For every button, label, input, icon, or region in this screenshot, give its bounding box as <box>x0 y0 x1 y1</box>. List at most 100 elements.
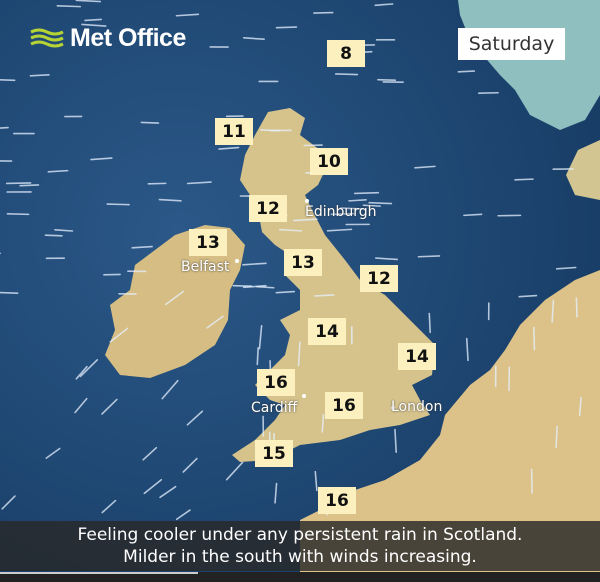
wind-arrow <box>81 23 107 27</box>
temperature-badge: 13 <box>189 229 227 256</box>
wind-arrow <box>74 397 88 414</box>
wind-arrow <box>5 182 32 185</box>
wind-arrow <box>394 428 397 453</box>
city-marker <box>305 199 309 203</box>
wind-arrow <box>165 290 185 306</box>
wind-arrow <box>182 457 198 473</box>
wind-arrow <box>274 482 278 504</box>
wind-arrow <box>101 499 117 514</box>
wind-arrow <box>47 169 69 173</box>
city-marker <box>235 259 239 263</box>
wind-arrow <box>19 184 40 187</box>
wind-arrow <box>518 294 538 298</box>
wind-arrow <box>29 74 50 77</box>
wind-arrow <box>297 341 301 367</box>
caption-line-2: Milder in the south with winds increasin… <box>123 547 477 567</box>
wind-arrow <box>275 26 298 29</box>
wind-arrow <box>375 257 399 261</box>
temperature-badge: 16 <box>257 369 295 396</box>
caption: Feeling cooler under any persistent rain… <box>0 521 600 571</box>
wind-arrow <box>555 425 558 449</box>
wind-arrows <box>0 0 582 521</box>
wind-arrow <box>555 266 577 270</box>
wind-arrow <box>45 447 61 459</box>
temperature-badge: 8 <box>327 40 365 67</box>
temperature-badge: 14 <box>308 318 346 345</box>
wind-arrow <box>84 18 103 22</box>
wind-arrow <box>326 228 353 232</box>
logo-text: Met Office <box>70 24 186 52</box>
wind-arrow <box>106 203 130 206</box>
wind-arrow <box>532 326 536 351</box>
city-label-london: London <box>391 399 443 415</box>
wind-arrow <box>54 229 74 232</box>
wind-arrow <box>56 4 82 8</box>
wind-arrow <box>0 291 19 294</box>
wind-arrow <box>101 398 118 415</box>
wind-arrow <box>75 0 102 3</box>
video-progress-bar[interactable] <box>0 572 600 582</box>
temperature-badge: 12 <box>360 265 398 292</box>
wind-arrow <box>186 410 204 426</box>
wind-arrow <box>339 207 363 210</box>
wind-arrow <box>330 212 355 216</box>
wind-arrow <box>206 315 224 329</box>
wind-arrow <box>278 228 303 232</box>
video-progress-fill <box>0 572 198 574</box>
wind-arrow <box>275 290 296 294</box>
wind-arrow <box>551 299 555 323</box>
met-office-wave-icon <box>30 28 64 47</box>
wind-arrow <box>457 70 476 73</box>
wind-arrow <box>368 201 393 205</box>
wind-arrow <box>79 359 99 378</box>
wind-arrow <box>334 73 359 76</box>
wind-arrow <box>140 121 160 124</box>
wind-arrow <box>1 495 16 510</box>
met-office-logo: Met Office <box>30 24 186 53</box>
temperature-badge: 14 <box>398 343 436 370</box>
city-marker <box>391 406 395 410</box>
temperature-badge: 13 <box>284 249 322 276</box>
temperature-badge: 10 <box>310 148 348 175</box>
wind-arrow <box>353 191 380 195</box>
wind-arrow <box>514 178 534 181</box>
city-label-edinburgh: Edinburgh <box>305 204 377 220</box>
wind-arrow <box>321 414 325 433</box>
wind-arrow <box>256 346 259 366</box>
wind-arrow <box>242 262 267 266</box>
wind-arrow <box>143 478 163 495</box>
wind-arrow <box>314 470 318 492</box>
wind-arrow <box>414 165 436 169</box>
wind-arrow <box>242 36 265 41</box>
wind-arrow <box>131 245 153 249</box>
wind-arrow <box>258 324 263 350</box>
temperature-badge: 15 <box>255 440 293 467</box>
wind-arrow <box>175 13 200 17</box>
temperature-badge: 16 <box>325 392 363 419</box>
wind-arrow <box>90 157 113 161</box>
wind-arrow <box>242 284 267 289</box>
day-label: Saturday <box>458 28 565 60</box>
wind-arrow <box>313 294 335 297</box>
wind-arrow <box>530 468 533 494</box>
wind-arrow <box>260 129 280 132</box>
wind-arrow <box>348 199 367 202</box>
wind-arrow <box>463 213 483 217</box>
city-marker <box>302 394 306 398</box>
wind-arrow <box>0 126 9 129</box>
wind-arrow <box>578 396 582 417</box>
wind-arrow <box>186 181 212 185</box>
wind-arrow <box>218 146 240 150</box>
wind-arrow <box>158 198 182 202</box>
temperature-badge: 16 <box>318 487 356 514</box>
land-europe <box>300 270 600 582</box>
wind-arrow <box>161 379 179 400</box>
wind-arrow <box>6 213 30 216</box>
city-label-cardiff: Cardiff <box>251 400 298 416</box>
wind-arrow <box>75 365 88 380</box>
temperature-badge: 11 <box>215 118 253 145</box>
wind-arrow <box>175 509 191 521</box>
wind-arrow <box>292 218 318 222</box>
wind-arrow <box>0 79 16 82</box>
